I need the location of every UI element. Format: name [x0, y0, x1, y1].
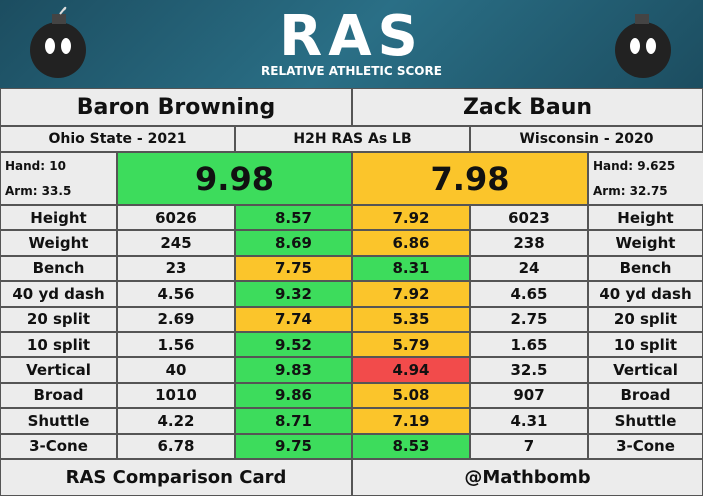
left-score: 9.32: [235, 281, 352, 307]
metric-label: Vertical: [0, 357, 117, 383]
left-measure: 6026: [117, 205, 235, 231]
right-measure: 238: [470, 230, 588, 256]
right-score: 5.79: [352, 332, 470, 358]
left-score: 8.57: [235, 205, 352, 231]
header: RAS RELATIVE ATHLETIC SCORE: [0, 0, 703, 88]
metric-label: Height: [0, 205, 117, 231]
left-score: 7.74: [235, 306, 352, 332]
metric-label: Shuttle: [0, 408, 117, 434]
metric-label: Bench: [588, 255, 703, 282]
footer-left: RAS Comparison Card: [0, 459, 352, 496]
arm: Arm: 33.5: [5, 184, 72, 199]
hand: Hand: 10: [5, 158, 66, 173]
bomb-right: [615, 14, 671, 78]
school: Wisconsin - 2020: [470, 126, 703, 152]
left-measure: 4.56: [117, 281, 235, 307]
metric-label: Height: [588, 205, 703, 231]
right-score: 4.94: [352, 357, 470, 383]
right-score: 8.53: [352, 433, 470, 459]
right-measure: 6023: [470, 205, 588, 231]
right-measure: 4.31: [470, 408, 588, 434]
left-measure: 1.56: [117, 332, 235, 358]
left-measure: 245: [117, 230, 235, 256]
left-measure: 40: [117, 357, 235, 383]
left-score: 9.86: [235, 382, 352, 409]
ras-score: 9.98: [117, 152, 352, 205]
player-name: Baron Browning: [0, 88, 352, 126]
right-score: 5.35: [352, 306, 470, 332]
left-score: 9.83: [235, 357, 352, 383]
tagline: RELATIVE ATHLETIC SCORE: [261, 64, 442, 78]
metric-label: Shuttle: [588, 408, 703, 434]
right-measure: 4.65: [470, 281, 588, 307]
metric-label: Vertical: [588, 357, 703, 383]
logo: RAS: [279, 4, 424, 69]
metric-label: 20 split: [588, 306, 703, 332]
right-score: 8.31: [352, 255, 470, 282]
ras-score: 7.98: [352, 152, 588, 205]
right-score: 6.86: [352, 230, 470, 256]
right-measure: 32.5: [470, 357, 588, 383]
left-score: 8.71: [235, 408, 352, 434]
left-measure: 4.22: [117, 408, 235, 434]
metric-label: Bench: [0, 255, 117, 282]
bomb-left: [30, 6, 86, 78]
left-score: 9.75: [235, 433, 352, 459]
metric-label: Weight: [0, 230, 117, 256]
metric-label: 10 split: [588, 332, 703, 358]
right-measure: 24: [470, 255, 588, 282]
school: Ohio State - 2021: [0, 126, 235, 152]
metric-label: 40 yd dash: [588, 281, 703, 307]
right-measure: 2.75: [470, 306, 588, 332]
measurements: Hand: 10 Arm: 33.5: [0, 152, 117, 205]
metric-label: 10 split: [0, 332, 117, 358]
metric-label: Broad: [588, 382, 703, 409]
measurements: Hand: 9.625 Arm: 32.75: [588, 152, 703, 205]
left-measure: 23: [117, 255, 235, 282]
right-score: 7.92: [352, 281, 470, 307]
mascots: [30, 6, 671, 78]
hand: Hand: 9.625: [593, 158, 676, 173]
left-score: 9.52: [235, 332, 352, 358]
right-measure: 1.65: [470, 332, 588, 358]
metric-label: 3-Cone: [0, 433, 117, 459]
right-measure: 7: [470, 433, 588, 459]
player-name: Zack Baun: [352, 88, 703, 126]
metric-label: 20 split: [0, 306, 117, 332]
arm: Arm: 32.75: [593, 184, 668, 199]
footer-right: @Mathbomb: [352, 459, 703, 496]
comparison-label: H2H RAS As LB: [235, 126, 470, 152]
right-score: 7.92: [352, 205, 470, 231]
metric-label: Broad: [0, 382, 117, 409]
left-measure: 1010: [117, 382, 235, 409]
left-measure: 6.78: [117, 433, 235, 459]
metric-label: 40 yd dash: [0, 281, 117, 307]
left-score: 8.69: [235, 230, 352, 256]
metric-label: Weight: [588, 230, 703, 256]
left-measure: 2.69: [117, 306, 235, 332]
left-score: 7.75: [235, 255, 352, 282]
right-measure: 907: [470, 382, 588, 409]
right-score: 7.19: [352, 408, 470, 434]
metric-label: 3-Cone: [588, 433, 703, 459]
right-score: 5.08: [352, 382, 470, 409]
